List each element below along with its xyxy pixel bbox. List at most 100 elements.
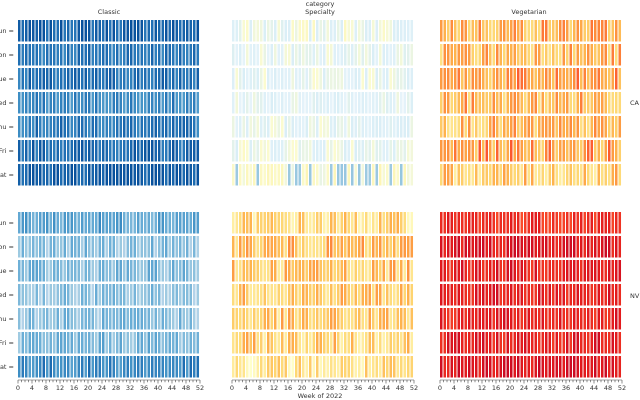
heatmap-cell bbox=[49, 44, 53, 66]
heatmap-cell bbox=[382, 140, 386, 162]
heatmap-cell bbox=[361, 92, 365, 114]
heatmap-cell bbox=[513, 284, 517, 306]
heatmap-cell bbox=[400, 20, 403, 42]
heatmap-cell bbox=[260, 356, 263, 378]
heatmap-cell bbox=[450, 164, 454, 186]
heatmap-cell bbox=[25, 164, 28, 186]
heatmap-cell bbox=[263, 92, 267, 114]
heatmap-cell bbox=[133, 236, 137, 258]
heatmap-cell bbox=[475, 260, 478, 282]
heatmap-cell bbox=[618, 260, 622, 282]
heatmap-cell bbox=[232, 164, 235, 186]
heatmap-cell bbox=[580, 236, 583, 258]
heatmap-cell bbox=[60, 236, 63, 258]
heatmap-cell bbox=[365, 116, 368, 138]
heatmap-cell bbox=[253, 356, 256, 378]
heatmap-cell bbox=[95, 212, 98, 234]
heatmap-cell bbox=[242, 20, 246, 42]
heatmap-cell bbox=[147, 164, 151, 186]
heatmap-cell bbox=[492, 236, 496, 258]
heatmap-cell bbox=[386, 308, 389, 330]
heatmap-cell bbox=[39, 356, 42, 378]
heatmap-cell bbox=[510, 164, 513, 186]
heatmap-cell bbox=[182, 212, 186, 234]
heatmap-cell bbox=[461, 140, 464, 162]
heatmap-cell bbox=[175, 212, 179, 234]
heatmap-cell bbox=[298, 260, 302, 282]
heatmap-cell bbox=[396, 356, 400, 378]
heatmap-cell bbox=[147, 308, 151, 330]
heatmap-cell bbox=[84, 92, 88, 114]
heatmap-cell bbox=[49, 260, 53, 282]
heatmap-cell bbox=[541, 308, 545, 330]
heatmap-cell bbox=[140, 332, 144, 354]
heatmap-cell bbox=[499, 140, 503, 162]
heatmap-cell bbox=[485, 44, 489, 66]
heatmap-cell bbox=[379, 44, 382, 66]
heatmap-cell bbox=[88, 308, 91, 330]
heatmap-cell bbox=[126, 356, 130, 378]
heatmap-cell bbox=[527, 308, 531, 330]
heatmap-cell bbox=[70, 284, 74, 306]
heatmap-cell bbox=[587, 332, 590, 354]
heatmap-cell bbox=[520, 44, 524, 66]
heatmap-cell bbox=[63, 260, 67, 282]
heatmap-cell bbox=[274, 212, 277, 234]
heatmap-cell bbox=[347, 236, 351, 258]
heatmap-cell bbox=[358, 356, 361, 378]
heatmap-cell bbox=[91, 44, 95, 66]
heatmap-cell bbox=[193, 212, 196, 234]
heatmap-cell bbox=[186, 92, 189, 114]
heatmap-cell bbox=[168, 20, 172, 42]
heatmap-cell bbox=[534, 212, 538, 234]
heatmap-cell bbox=[590, 260, 594, 282]
heatmap-cell bbox=[464, 116, 468, 138]
heatmap-cell bbox=[140, 284, 144, 306]
heatmap-cell bbox=[410, 20, 414, 42]
heatmap-cell bbox=[447, 212, 450, 234]
heatmap-cell bbox=[126, 116, 130, 138]
heatmap-cell bbox=[316, 92, 319, 114]
heatmap-cell bbox=[56, 356, 60, 378]
heatmap-cell bbox=[102, 308, 105, 330]
heatmap-cell bbox=[88, 332, 91, 354]
heatmap-cell bbox=[580, 68, 583, 90]
heatmap-cell bbox=[333, 116, 337, 138]
heatmap-cell bbox=[461, 260, 464, 282]
heatmap-cell bbox=[531, 164, 534, 186]
heatmap-cell bbox=[489, 284, 492, 306]
heatmap-cell bbox=[32, 212, 35, 234]
heatmap-cell bbox=[489, 44, 492, 66]
heatmap-cell bbox=[354, 140, 358, 162]
heatmap-cell bbox=[25, 356, 28, 378]
heatmap-cell bbox=[295, 92, 298, 114]
heatmap-cell bbox=[91, 116, 95, 138]
heatmap-cell bbox=[67, 116, 70, 138]
heatmap-cell bbox=[35, 260, 39, 282]
heatmap-cell bbox=[478, 236, 482, 258]
heatmap-cell bbox=[618, 140, 622, 162]
heatmap-cell bbox=[580, 212, 583, 234]
heatmap-cell bbox=[67, 68, 70, 90]
heatmap-cell bbox=[158, 260, 161, 282]
heatmap-cell bbox=[559, 164, 562, 186]
heatmap-cell bbox=[193, 356, 196, 378]
heatmap-cell bbox=[611, 284, 615, 306]
heatmap-cell bbox=[403, 332, 407, 354]
heatmap-cell bbox=[60, 20, 63, 42]
heatmap-cell bbox=[246, 236, 249, 258]
heatmap-cell bbox=[284, 308, 288, 330]
heatmap-cell bbox=[454, 20, 457, 42]
heatmap-cell bbox=[98, 308, 102, 330]
heatmap-cell bbox=[39, 116, 42, 138]
heatmap-cell bbox=[140, 308, 144, 330]
heatmap-cell bbox=[562, 284, 566, 306]
heatmap-cell bbox=[601, 212, 604, 234]
heatmap-cell bbox=[485, 356, 489, 378]
heatmap-cell bbox=[105, 92, 109, 114]
heatmap-cell bbox=[492, 260, 496, 282]
heatmap-cell bbox=[284, 260, 288, 282]
heatmap-cell bbox=[337, 92, 340, 114]
heatmap-cell bbox=[305, 236, 309, 258]
heatmap-cell bbox=[330, 308, 333, 330]
